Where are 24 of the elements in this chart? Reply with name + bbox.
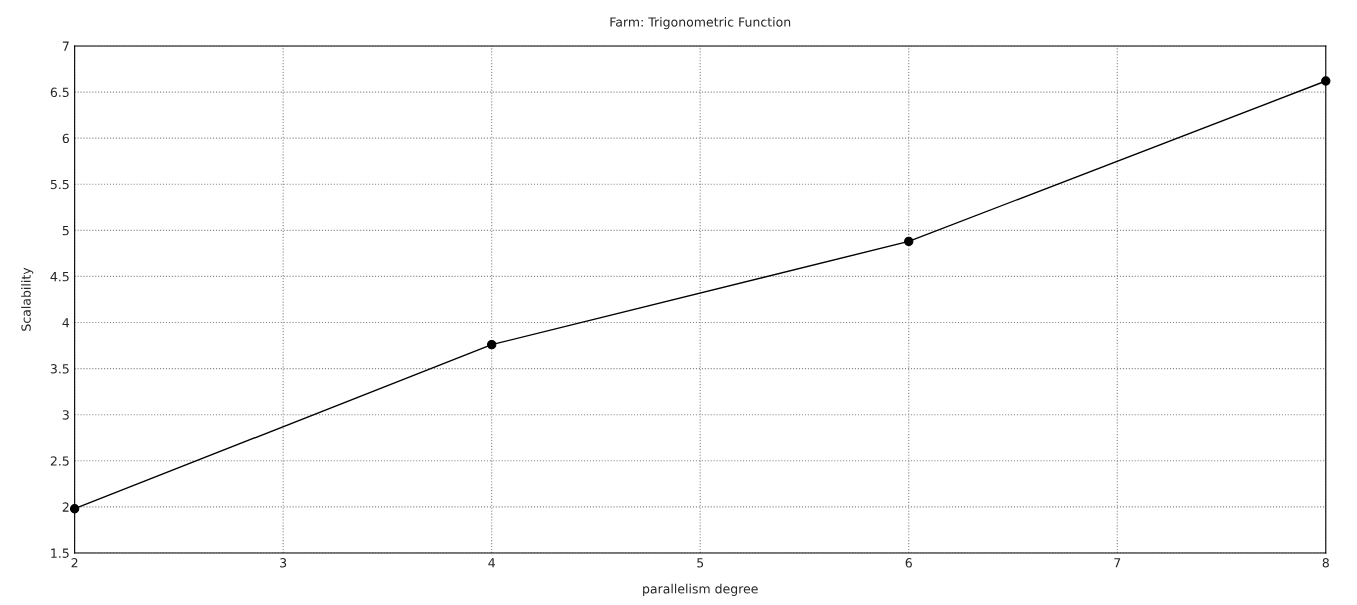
y-tick-label: 6.5 bbox=[50, 87, 69, 97]
x-tick-label: 8 bbox=[1322, 558, 1329, 568]
y-tick-label: 4.5 bbox=[50, 272, 69, 282]
y-tick-label: 6 bbox=[62, 133, 69, 144]
x-axis-title: parallelism degree bbox=[643, 583, 758, 596]
y-tick-label: 5.5 bbox=[50, 179, 69, 190]
point bbox=[487, 339, 497, 350]
y-tick-label: 5 bbox=[62, 225, 69, 236]
y-tick-label: 3 bbox=[62, 410, 69, 420]
x-tick-label: 6 bbox=[905, 558, 912, 568]
x-tick-label: 2 bbox=[71, 558, 78, 568]
x-tick-label: 5 bbox=[697, 558, 704, 568]
x-tick-label: 7 bbox=[1114, 558, 1121, 568]
y-tick-label: 2.5 bbox=[50, 456, 69, 466]
y-tick-label: 2 bbox=[62, 502, 69, 512]
y-tick-label: 7 bbox=[62, 41, 69, 51]
chart-title: Farm: Trigonometric Function bbox=[610, 17, 791, 30]
point bbox=[904, 236, 914, 247]
y-axis-title: Scalability bbox=[21, 267, 34, 331]
x-tick-label: 4 bbox=[488, 558, 495, 568]
y-tick-label: 3.5 bbox=[50, 364, 69, 374]
x-tick-label: 3 bbox=[280, 558, 287, 568]
y-tick-label: 4 bbox=[62, 318, 70, 328]
y-tick-label: 1.5 bbox=[51, 548, 69, 558]
